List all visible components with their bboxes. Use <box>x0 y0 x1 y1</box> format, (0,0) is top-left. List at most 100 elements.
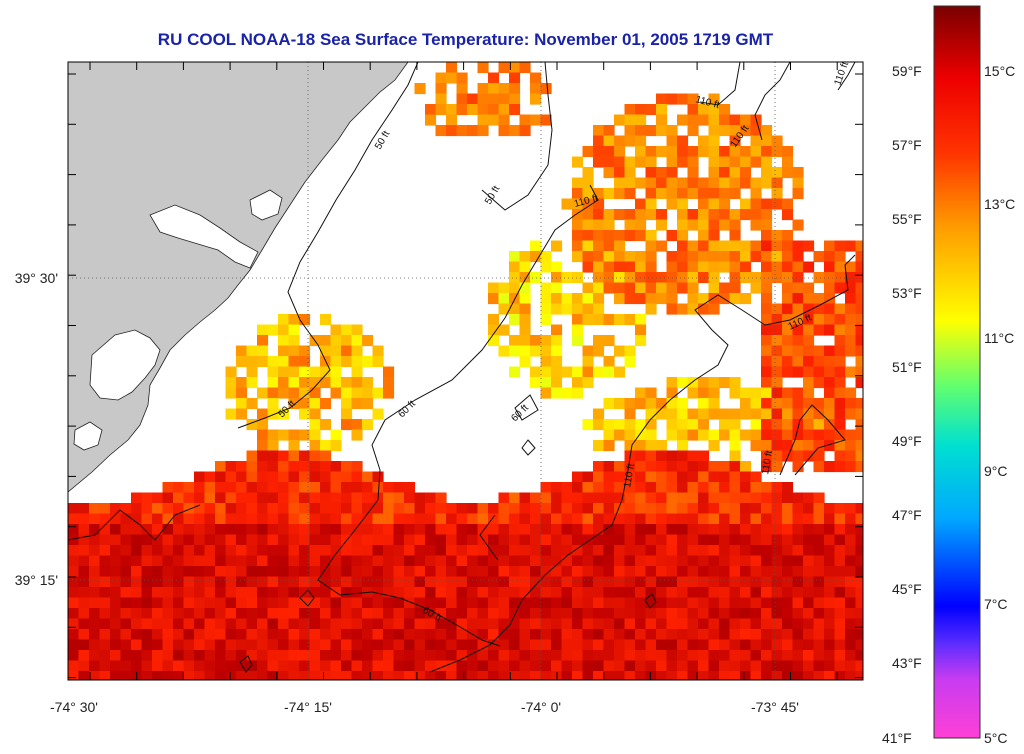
sst-cell <box>708 482 720 494</box>
sst-cell <box>687 125 699 137</box>
sst-cell <box>750 671 762 680</box>
sst-cell <box>351 324 363 336</box>
sst-cell <box>78 639 90 651</box>
sst-cell <box>446 545 458 557</box>
sst-cell <box>404 629 416 641</box>
sst-cell <box>288 461 300 473</box>
sst-cell <box>204 513 216 525</box>
sst-cell <box>635 587 647 599</box>
sst-cell <box>687 650 699 662</box>
sst-cell <box>572 377 584 389</box>
sst-cell <box>372 618 384 630</box>
sst-cell <box>498 104 510 116</box>
sst-cell <box>540 566 552 578</box>
c-label: 15°C <box>984 63 1015 79</box>
sst-cell <box>456 671 468 680</box>
sst-cell <box>582 618 594 630</box>
sst-cell <box>372 345 384 357</box>
sst-cell <box>435 492 447 504</box>
sst-cell <box>614 566 626 578</box>
sst-cell <box>572 524 584 536</box>
sst-cell <box>792 566 804 578</box>
sst-cell <box>488 618 500 630</box>
sst-cell <box>257 419 269 431</box>
sst-cell <box>509 650 521 662</box>
sst-cell <box>782 419 794 431</box>
sst-cell <box>572 293 584 305</box>
sst-cell <box>771 188 783 200</box>
sst-cell <box>855 597 863 609</box>
sst-cell <box>540 660 552 672</box>
sst-cell <box>624 114 636 126</box>
sst-cell <box>677 639 689 651</box>
sst-cell <box>341 597 353 609</box>
sst-cell <box>204 566 216 578</box>
sst-cell <box>771 450 783 462</box>
sst-cell <box>330 482 342 494</box>
sst-cell <box>551 377 563 389</box>
sst-cell <box>351 618 363 630</box>
sst-cell <box>614 167 626 179</box>
sst-cell <box>236 650 248 662</box>
sst-cell <box>708 303 720 315</box>
sst-cell <box>477 566 489 578</box>
sst-cell <box>645 282 657 294</box>
sst-cell <box>761 345 773 357</box>
sst-cell <box>813 587 825 599</box>
sst-cell <box>582 671 594 680</box>
sst-cell <box>99 671 111 680</box>
sst-cell <box>519 671 531 680</box>
sst-cell <box>362 482 374 494</box>
sst-cell <box>761 366 773 378</box>
lon-label: -74° 15' <box>284 699 332 715</box>
sst-cell <box>320 671 332 680</box>
sst-cell <box>687 555 699 567</box>
sst-cell <box>635 461 647 473</box>
sst-cell <box>645 492 657 504</box>
sst-cell <box>761 524 773 536</box>
sst-cell <box>120 671 132 680</box>
sst-cell <box>750 135 762 147</box>
sst-cell <box>257 629 269 641</box>
sst-cell <box>803 303 815 315</box>
sst-cell <box>855 324 863 336</box>
sst-cell <box>624 492 636 504</box>
sst-cell <box>299 513 311 525</box>
sst-cell <box>593 366 605 378</box>
sst-cell <box>572 534 584 546</box>
sst-cell <box>635 272 647 284</box>
sst-cell <box>131 639 143 651</box>
sst-cell <box>78 587 90 599</box>
sst-cell <box>782 324 794 336</box>
sst-cell <box>750 146 762 158</box>
sst-cell <box>435 524 447 536</box>
sst-cell <box>488 608 500 620</box>
sst-cell <box>603 366 615 378</box>
sst-cell <box>278 524 290 536</box>
sst-cell <box>635 650 647 662</box>
sst-cell <box>278 650 290 662</box>
sst-cell <box>719 188 731 200</box>
sst-cell <box>456 513 468 525</box>
sst-cell <box>761 167 773 179</box>
sst-cell <box>824 440 836 452</box>
sst-cell <box>813 534 825 546</box>
sst-cell <box>435 639 447 651</box>
sst-cell <box>635 324 647 336</box>
sst-cell <box>351 377 363 389</box>
sst-cell <box>509 345 521 357</box>
sst-cell <box>698 524 710 536</box>
c-label: 13°C <box>984 196 1015 212</box>
sst-cell <box>267 629 279 641</box>
sst-cell <box>771 629 783 641</box>
sst-cell <box>393 566 405 578</box>
sst-cell <box>414 650 426 662</box>
sst-cell <box>572 587 584 599</box>
sst-cell <box>635 335 647 347</box>
sst-cell <box>540 503 552 515</box>
sst-cell <box>351 419 363 431</box>
sst-cell <box>729 219 741 231</box>
sst-cell <box>603 282 615 294</box>
sst-cell <box>540 251 552 263</box>
sst-cell <box>645 261 657 273</box>
